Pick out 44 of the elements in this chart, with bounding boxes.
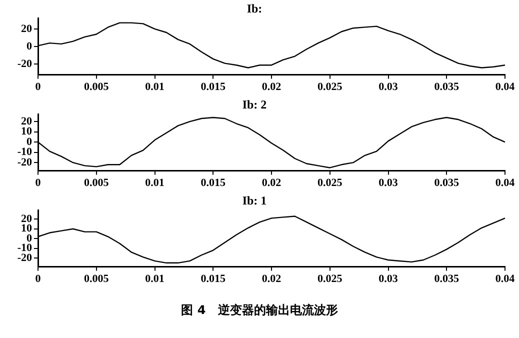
y-tick-label: 10 — [21, 222, 32, 235]
x-tick-label: 0.02 — [262, 177, 282, 190]
x-tick-label: 0.02 — [262, 81, 282, 94]
x-tick-label: 0.025 — [318, 273, 343, 286]
x-tick-label: 0.04 — [495, 81, 516, 94]
y-tick-label: -10 — [17, 146, 32, 158]
y-tick-label: 0 — [26, 232, 32, 244]
x-tick-label: 0 — [35, 177, 42, 190]
x-tick-label: 0.015 — [200, 177, 226, 190]
y-tick-label: 20 — [21, 212, 32, 225]
x-tick-label: 0.005 — [84, 273, 110, 286]
x-tick-label: 0.025 — [318, 81, 343, 94]
x-tick-label: 0.015 — [200, 81, 226, 94]
chart-title: Ib: 1 — [242, 193, 267, 208]
chart-title: Ib: 2 — [242, 97, 267, 112]
y-tick-label: -20 — [17, 156, 32, 168]
x-tick-label: 0.04 — [495, 177, 516, 190]
x-tick-label: 0 — [35, 273, 42, 286]
y-tick-label: 10 — [21, 126, 32, 138]
x-tick-label: 0.02 — [262, 273, 282, 286]
y-tick-label: 20 — [21, 22, 32, 35]
caption: 图 4 逆变器的输出电流波形 — [180, 302, 339, 319]
x-tick-label: 0.01 — [145, 177, 164, 190]
y-tick-label: 0 — [26, 136, 32, 148]
x-tick-label: 0.03 — [378, 81, 398, 94]
x-tick-label: 0.03 — [378, 177, 398, 190]
x-tick-label: 0.025 — [318, 177, 343, 190]
x-tick-label: 0.005 — [84, 177, 110, 190]
x-tick-label: 0 — [35, 81, 42, 94]
x-tick-label: 0.015 — [200, 273, 226, 286]
y-tick-label: -10 — [17, 242, 32, 254]
y-tick-label: -20 — [17, 252, 32, 264]
y-tick-label: 0 — [26, 40, 32, 52]
chart-title: Ib: — [246, 1, 262, 16]
x-tick-label: 0.035 — [434, 81, 460, 94]
y-tick-label: 20 — [21, 115, 32, 128]
x-tick-label: 0.04 — [495, 273, 516, 286]
x-tick-label: 0.01 — [145, 273, 164, 286]
x-tick-label: 0.035 — [434, 273, 460, 286]
x-tick-label: 0.035 — [434, 177, 460, 190]
x-tick-label: 0.01 — [145, 81, 164, 94]
x-tick-label: 0.03 — [378, 273, 398, 286]
y-tick-label: -20 — [17, 58, 32, 70]
x-tick-label: 0.005 — [84, 81, 110, 94]
